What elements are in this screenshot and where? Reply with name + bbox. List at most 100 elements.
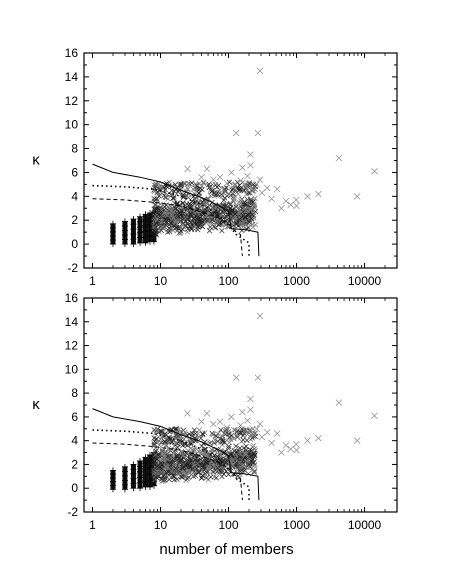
cloud-point: [234, 449, 240, 455]
outlier-point: [247, 395, 254, 403]
cloud-point: [195, 469, 202, 475]
cloud-point: [215, 467, 221, 473]
cloud-point: [163, 442, 169, 448]
cloud-point: [232, 427, 238, 433]
cloud-point: [192, 473, 199, 479]
cloud-point: [197, 447, 203, 454]
outlier-point: [239, 164, 246, 171]
cloud-point: [160, 428, 167, 435]
outlier-point: [292, 440, 300, 448]
cloud-point: [247, 206, 253, 212]
cloud-point: [154, 426, 160, 432]
cloud-point: [196, 190, 202, 196]
cloud-point: [176, 217, 182, 223]
cloud-point: [199, 224, 206, 230]
cloud-point: [162, 186, 168, 193]
y-tick-label: 2: [71, 457, 78, 471]
cloud-point: [237, 445, 243, 451]
outlier-point: [315, 190, 322, 198]
cloud-point: [185, 461, 192, 467]
cloud-point: [175, 434, 181, 440]
cloud-point: [155, 462, 162, 468]
x-axis-label: number of members: [159, 541, 293, 558]
x-tick-label: 10: [154, 274, 168, 288]
cloud-point: [243, 451, 249, 458]
cloud-point: [165, 445, 172, 452]
cloud-point: [196, 180, 203, 187]
cloud-point: [164, 456, 170, 462]
outlier-point: [228, 169, 235, 176]
cloud-point: [234, 434, 241, 440]
y-axis-label: κ: [32, 396, 40, 413]
outlier-point: [210, 420, 217, 428]
cloud-point: [182, 429, 188, 435]
cloud-point: [241, 451, 247, 457]
cloud-point: [251, 470, 258, 476]
cloud-point: [252, 195, 258, 202]
member-column-marker: [130, 241, 137, 248]
cloud-point: [187, 464, 193, 470]
outlier-point: [256, 67, 264, 75]
outlier-point: [268, 195, 275, 202]
cloud-point: [172, 205, 178, 212]
data-layer: [109, 67, 378, 248]
outlier-point: [203, 410, 211, 417]
cloud-point: [166, 476, 172, 483]
cloud-point: [165, 229, 171, 235]
cloud-point: [195, 214, 201, 221]
y-tick-label: 16: [65, 291, 79, 305]
cloud-point: [239, 459, 245, 465]
cloud-point: [159, 476, 165, 482]
outlier-point: [353, 437, 361, 444]
cloud-point: [189, 430, 195, 437]
outlier-point: [230, 182, 238, 189]
member-column-marker: [137, 468, 144, 475]
cloud-point: [203, 446, 209, 452]
outlier-point: [292, 196, 300, 204]
outlier-point: [254, 374, 262, 381]
cloud-point: [222, 188, 228, 195]
cloud-point: [179, 464, 186, 471]
cloud-point: [227, 201, 234, 207]
y-tick-label: 12: [65, 94, 79, 108]
cloud-point: [188, 451, 194, 457]
cloud-point: [232, 211, 238, 217]
outlier-point: [258, 189, 266, 196]
cloud-point: [208, 474, 214, 480]
cloud-point: [236, 465, 243, 471]
cloud-point: [180, 192, 186, 198]
outlier-point: [287, 201, 294, 208]
member-column-marker: [109, 486, 116, 493]
cloud-point: [170, 214, 177, 221]
cloud-point: [212, 437, 218, 443]
cloud-point: [182, 215, 189, 222]
cloud-point: [198, 220, 204, 226]
member-column-marker: [142, 454, 149, 461]
threshold-line-solid: [92, 163, 260, 257]
cloud-point: [185, 180, 191, 187]
cloud-point: [165, 453, 171, 459]
member-column: [147, 454, 153, 488]
cloud-point: [177, 202, 183, 208]
cloud-point: [227, 202, 233, 208]
cloud-point: [214, 184, 220, 190]
outlier-point: [335, 154, 343, 162]
member-column-marker: [137, 239, 144, 246]
cloud-point: [241, 188, 247, 194]
outlier-point: [244, 417, 251, 424]
cloud-point: [162, 216, 168, 223]
cloud-point: [218, 212, 224, 219]
outlier-point: [256, 312, 264, 320]
cloud-point: [178, 207, 184, 214]
cloud-point: [243, 451, 249, 457]
x-tick-label: 100: [219, 518, 239, 532]
cloud-point: [192, 457, 198, 463]
cloud-point: [160, 224, 166, 230]
cloud-point: [221, 214, 228, 220]
outlier-point: [293, 446, 300, 454]
x-tick-label: 1: [89, 518, 96, 532]
cloud-point: [154, 196, 160, 202]
threshold-line-solid: [92, 408, 260, 501]
member-column-marker: [142, 472, 149, 479]
cloud-point: [211, 440, 217, 446]
